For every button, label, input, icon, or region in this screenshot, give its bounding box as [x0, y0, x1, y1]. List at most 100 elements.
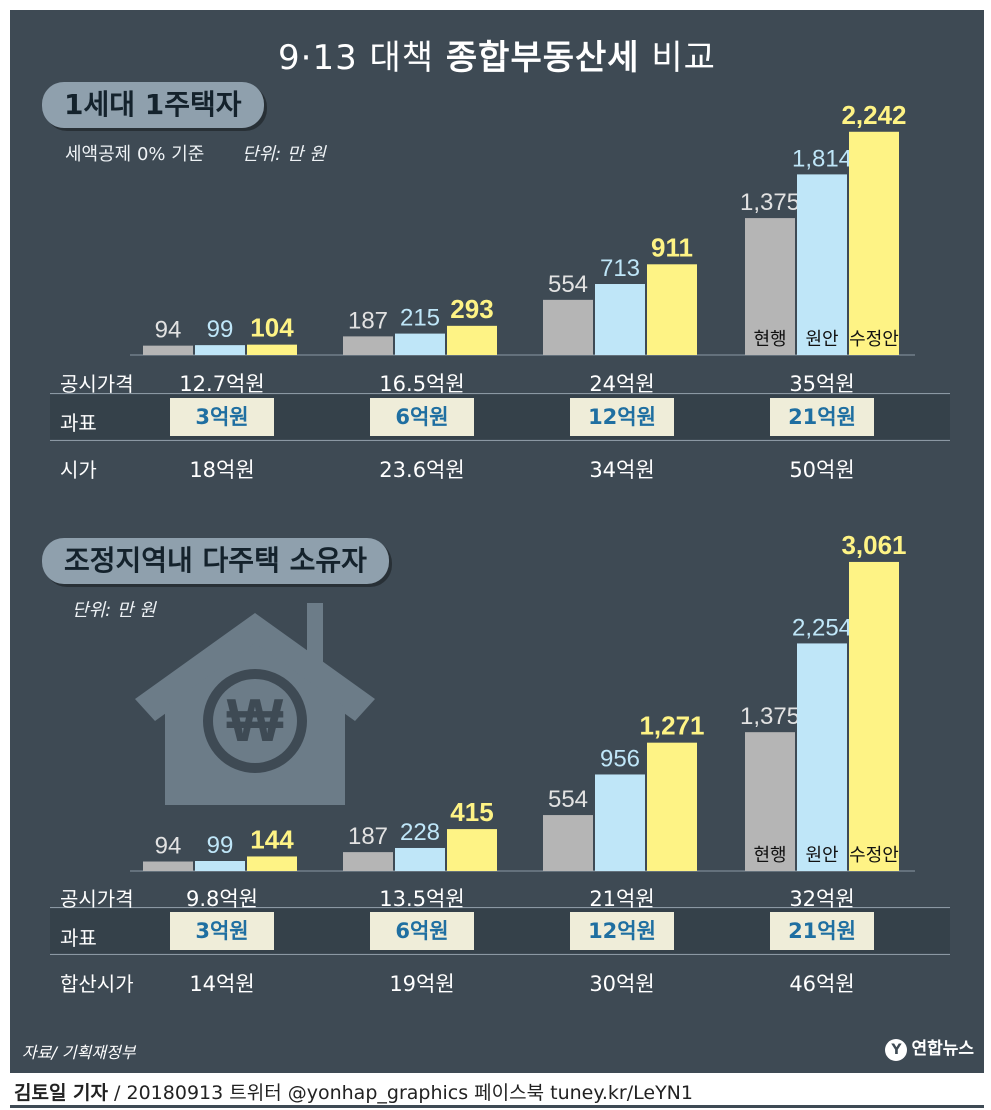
bar-원안-3 [797, 174, 847, 355]
section1-label: 1세대 1주택자 [42, 82, 264, 128]
value-label: 2,254 [792, 614, 852, 641]
row-divider [50, 440, 950, 441]
price-cell: 32억원 [789, 887, 855, 911]
taxbase-badge: 6억원 [370, 398, 474, 436]
page-title: 9·13 대책 종합부동산세 비교 [10, 30, 984, 79]
taxbase-badge: 3억원 [170, 912, 274, 950]
taxbase-badge: 21억원 [770, 398, 874, 436]
bar-현행-2 [543, 299, 593, 355]
row-divider [50, 907, 950, 908]
section2-label: 조정지역내 다주택 소유자 [42, 538, 389, 584]
row-label-price: 공시가격 [60, 887, 134, 911]
row-divider [50, 393, 950, 394]
source-credit: 자료/ 기획재정부 [22, 1043, 136, 1062]
price-cell: 35억원 [789, 372, 855, 396]
price-cell: 16.5억원 [379, 372, 465, 396]
value-label: 228 [400, 819, 440, 846]
bar-원안-0 [195, 345, 245, 355]
row-label-taxbase: 과표 [60, 926, 97, 950]
section1-unit: 단위: 만 원 [242, 144, 326, 165]
series-name-label: 수정안 [849, 329, 899, 349]
value-label: 293 [450, 294, 493, 324]
bar-현행-3 [745, 218, 795, 355]
value-label: 415 [450, 797, 493, 827]
infographic-panel: 9·13 대책 종합부동산세 비교 1세대 1주택자 세액공제 0% 기준 단위… [10, 10, 984, 1073]
series-name-label: 수정안 [849, 845, 899, 865]
house-won-icon: ₩ [135, 603, 375, 805]
bar-원안-0 [195, 861, 245, 871]
bar-수정안-3 [849, 561, 899, 871]
bar-원안-1 [395, 847, 445, 871]
bar-원안-2 [595, 284, 645, 355]
series-name-label: 현행 [753, 845, 786, 865]
market-cell: 19억원 [389, 972, 455, 996]
value-label: 99 [207, 316, 234, 343]
series-name-label: 현행 [753, 329, 786, 349]
section2-unit: 단위: 만 원 [72, 600, 156, 621]
price-cell: 12.7억원 [179, 372, 265, 396]
price-cell: 21억원 [589, 887, 655, 911]
value-label: 1,375 [740, 189, 800, 216]
value-label: 554 [548, 786, 588, 813]
chart-section2: 94 187 554 1,375 현행 99 228 956 2,254 원안 144 415 1,27… [130, 530, 915, 872]
value-label: 911 [651, 232, 693, 262]
value-label: 144 [250, 824, 294, 854]
taxbase-badge: 12억원 [570, 398, 674, 436]
footer-rest: / 20180913 트위터 @yonhap_graphics 페이스북 tun… [108, 1082, 693, 1104]
price-cell: 13.5억원 [379, 887, 465, 911]
value-label: 99 [207, 832, 234, 859]
value-label: 1,375 [740, 703, 800, 730]
value-label: 187 [348, 307, 388, 334]
series-name-label: 원안 [805, 329, 838, 349]
value-label: 94 [155, 317, 182, 344]
value-label: 187 [348, 823, 388, 850]
bar-현행-2 [543, 815, 593, 871]
bar-수정안-2 [647, 742, 697, 871]
price-cell: 9.8억원 [185, 887, 259, 911]
title-prefix: 9·13 대책 [278, 38, 446, 78]
value-label: 94 [155, 833, 182, 860]
title-bold: 종합부동산세 [445, 38, 640, 78]
footer-author: 김토일 기자 [14, 1082, 109, 1104]
value-label: 1,814 [792, 145, 852, 172]
row-label-price: 공시가격 [60, 372, 134, 396]
bar-수정안-2 [647, 264, 697, 355]
value-label: 713 [600, 255, 640, 282]
bar-현행-1 [343, 852, 393, 871]
row-label-combined-market: 합산시가 [60, 972, 134, 996]
market-cell: 50억원 [789, 458, 855, 482]
bar-수정안-0 [247, 856, 297, 871]
bar-원안-2 [595, 774, 645, 871]
market-cell: 34억원 [589, 458, 655, 482]
logo-mark-icon: Y [885, 1039, 908, 1061]
value-label: 104 [250, 313, 294, 343]
row-label-taxbase: 과표 [60, 411, 97, 435]
bar-원안-3 [797, 643, 847, 871]
bar-원안-1 [395, 333, 445, 355]
section1-note: 세액공제 0% 기준 [65, 144, 205, 165]
bottom-rule [10, 1105, 984, 1108]
bar-수정안-1 [447, 325, 497, 355]
price-cell: 24억원 [589, 372, 655, 396]
yonhap-logo: Y 연합뉴스 [885, 1034, 974, 1061]
series-name-label: 원안 [805, 845, 838, 865]
market-cell: 18억원 [189, 458, 255, 482]
bar-현행-0 [143, 861, 193, 871]
bar-수정안-3 [849, 131, 899, 355]
svg-text:₩: ₩ [227, 687, 284, 754]
value-label: 2,242 [841, 100, 906, 130]
row-divider [50, 954, 950, 955]
value-label: 956 [600, 745, 640, 772]
bar-현행-3 [745, 732, 795, 871]
chart-section1: 94 187 554 1,375 현행 99 215 713 1,814 원안 104 293 911 2… [130, 100, 915, 356]
market-cell: 14억원 [189, 972, 255, 996]
value-label: 554 [548, 271, 588, 298]
market-cell: 46억원 [789, 972, 855, 996]
market-cell: 30억원 [589, 972, 655, 996]
taxbase-badge: 12억원 [570, 912, 674, 950]
value-label: 1,271 [639, 711, 704, 741]
taxbase-badge: 21억원 [770, 912, 874, 950]
bar-현행-1 [343, 336, 393, 355]
bar-수정안-0 [247, 344, 297, 355]
value-label: 3,061 [841, 530, 906, 560]
